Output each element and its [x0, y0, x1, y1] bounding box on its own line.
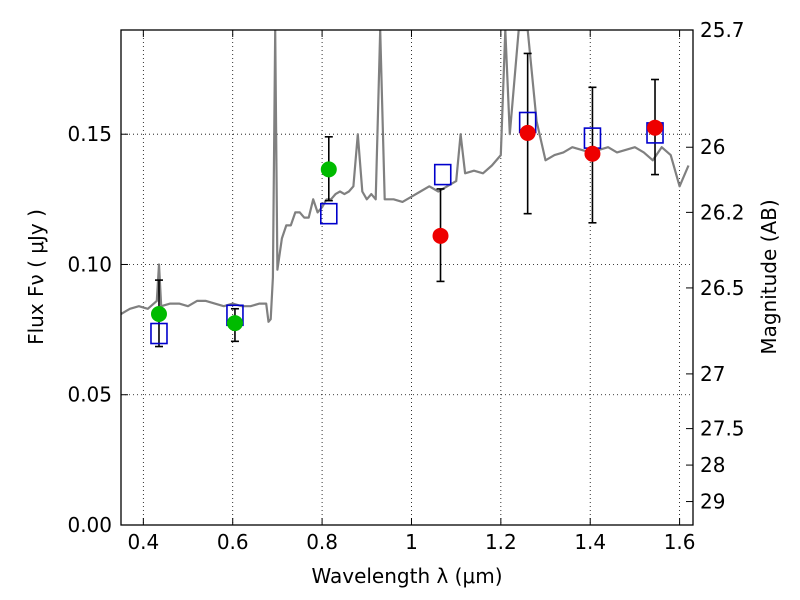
- y2-tick-label: 25.7: [700, 18, 745, 42]
- spectrum: [121, 30, 690, 323]
- y2-tick-label: 28: [700, 453, 725, 477]
- x-tick-label: 1: [405, 530, 418, 554]
- green-data-point: [226, 315, 243, 332]
- x-axis-label: Wavelength λ (μm): [311, 564, 502, 588]
- red-data-point: [584, 145, 601, 162]
- x-tick-label: 1.6: [664, 530, 696, 554]
- y2-tick-label: 26.2: [700, 200, 745, 224]
- red-data-point: [647, 119, 664, 136]
- green-data-point: [320, 161, 337, 178]
- model-box-marker: [319, 202, 338, 225]
- y2-tick-label: 26.5: [700, 276, 745, 300]
- x-tick-label: 0.8: [306, 530, 338, 554]
- red-data-point: [432, 227, 449, 244]
- data-points: [150, 111, 664, 345]
- model-box-marker: [433, 163, 452, 186]
- plot-frame: [120, 29, 694, 526]
- model-box-marker: [150, 322, 168, 345]
- y2-axis-label: Magnitude (AB): [757, 199, 781, 354]
- y-tick-label: 0.15: [67, 122, 112, 146]
- y-tick-label: 0.10: [67, 252, 112, 276]
- red-data-point: [519, 124, 536, 141]
- grid: [121, 30, 693, 525]
- y2-tick-label: 27.5: [700, 417, 745, 441]
- x-tick-label: 0.4: [127, 530, 159, 554]
- y2-tick-label: 26: [700, 135, 725, 159]
- y-axis-label: Flux Fν ( μJy ): [24, 209, 48, 345]
- y-tick-label: 0.05: [67, 383, 112, 407]
- axis-ticks: [121, 29, 693, 526]
- y2-tick-label: 29: [700, 490, 725, 514]
- x-tick-label: 1.2: [485, 530, 517, 554]
- x-tick-label: 1.4: [574, 530, 606, 554]
- spectrum-line: [121, 30, 690, 323]
- green-data-point: [150, 305, 167, 322]
- y2-tick-label: 27: [700, 362, 725, 386]
- y-tick-label: 0.00: [67, 513, 112, 537]
- tick-labels: 0.4 0.6 0.8 1 1.2 1.4 1.6 0.00 0.05 0.10 0.15 25.7 2…: [67, 18, 744, 554]
- x-tick-label: 0.6: [217, 530, 249, 554]
